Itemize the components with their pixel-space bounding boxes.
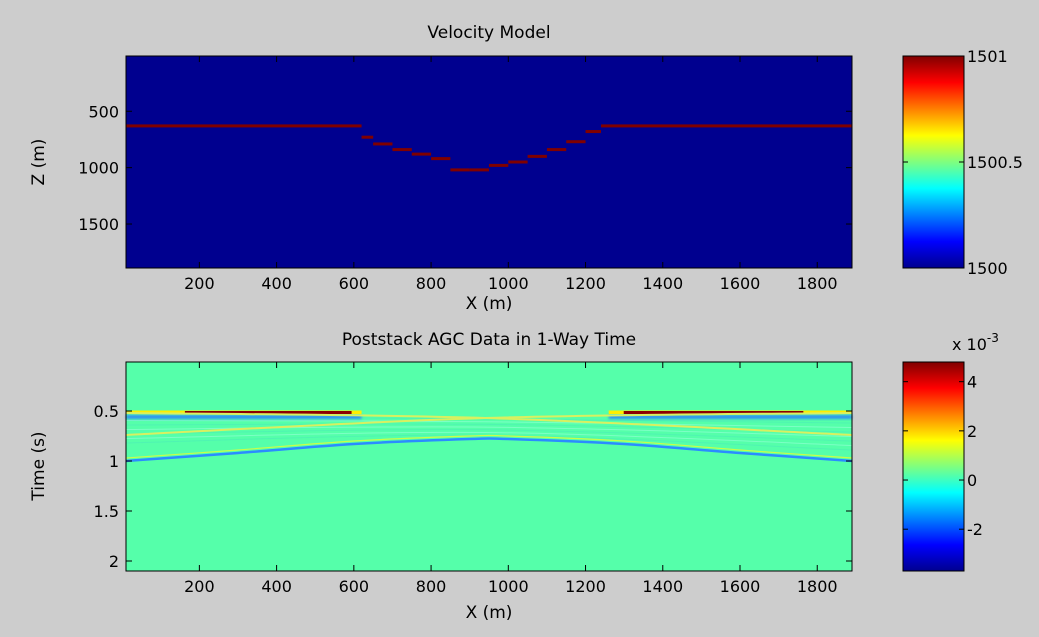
x-tick-label: 1000 <box>488 577 529 596</box>
x-tick-label: 200 <box>184 577 215 596</box>
y-tick-label: 1.5 <box>94 502 119 521</box>
y-tick-label: 500 <box>88 102 119 121</box>
x-tick-label: 400 <box>261 577 292 596</box>
reflector-layer <box>126 124 852 172</box>
event-trough <box>608 415 852 419</box>
reflector-segment <box>600 124 852 128</box>
colorbar-exponent-power: -3 <box>987 331 999 345</box>
reflector-segment <box>126 124 362 128</box>
plot-frame <box>125 55 853 269</box>
reflector-segment <box>431 157 451 161</box>
event-max <box>623 411 804 414</box>
x-tick-label: 800 <box>416 577 447 596</box>
reflector-segment <box>489 163 509 167</box>
colorbar-tick-label: 1500.5 <box>967 153 1023 172</box>
reflector-segment <box>585 130 601 134</box>
x-tick-label: 1600 <box>720 577 761 596</box>
plot-area <box>126 56 852 268</box>
chart-title: Velocity Model <box>427 23 550 43</box>
diffraction-fan-line <box>125 420 853 428</box>
y-tick-labels: 500 1000 1500 <box>78 102 852 234</box>
y-tick-labels: 0.5 1 1.5 2 <box>94 402 852 571</box>
colorbar <box>902 55 965 269</box>
plot-frame <box>125 361 853 572</box>
reflector-segment <box>411 152 432 156</box>
reflector-segment <box>373 142 393 146</box>
x-tick-labels: 200 400 600 800 1000 1200 1400 1600 1800 <box>184 362 838 596</box>
diffraction-fan-line <box>125 426 853 437</box>
x-axis-label: X (m) <box>466 603 513 623</box>
y-tick-label: 1 <box>109 452 119 471</box>
x-tick-label: 600 <box>339 274 370 293</box>
reflector-segment <box>392 148 412 152</box>
y-tick-label: 2 <box>109 552 119 571</box>
colorbar-tick-label: 1500 <box>967 259 1008 278</box>
x-tick-label: 800 <box>416 274 447 293</box>
x-tick-label: 400 <box>261 274 292 293</box>
x-tick-label: 1400 <box>642 577 683 596</box>
reflector-segment <box>508 160 528 164</box>
colorbar-exponent-base: x 10 <box>952 335 987 354</box>
chart-title: Poststack AGC Data in 1-Way Time <box>342 330 636 350</box>
reflector-segment <box>546 148 567 152</box>
y-tick-label: 0.5 <box>94 402 119 421</box>
event-max <box>184 411 352 414</box>
velocity-model-subplot: Velocity Model 200 400 600 800 1000 1200 1400 1… <box>29 23 1023 314</box>
colorbar-tick-label: -2 <box>967 520 983 539</box>
x-tick-label: 1200 <box>565 577 606 596</box>
reflector-segment <box>469 168 489 172</box>
colorbar-tick-label: 2 <box>967 422 977 441</box>
y-tick-label: 1000 <box>78 159 119 178</box>
poststack-agc-subplot: Poststack AGC Data in 1-Way Time 200 400 6… <box>29 330 999 623</box>
colorbar-exponent-label: x 10-3 <box>952 331 999 354</box>
diffraction-fan-line <box>125 429 853 442</box>
colorbar-tick-labels: -2 0 2 4 <box>903 373 983 539</box>
x-tick-label: 1200 <box>565 274 606 293</box>
x-axis-label: X (m) <box>466 294 513 314</box>
diffraction-fan-line <box>125 431 853 446</box>
y-tick-label: 1500 <box>78 215 119 234</box>
x-tick-label: 1000 <box>488 274 529 293</box>
x-tick-label: 1400 <box>642 274 683 293</box>
x-tick-label: 1600 <box>720 274 761 293</box>
reflector-segment <box>527 154 547 158</box>
colorbar-tick-label: 1501 <box>967 47 1008 66</box>
x-tick-label: 1800 <box>797 577 838 596</box>
x-tick-label: 200 <box>184 274 215 293</box>
reflector-segment <box>450 168 470 172</box>
seismic-events-layer <box>125 410 853 463</box>
x-tick-label: 1800 <box>797 274 838 293</box>
event-syncline <box>125 437 853 463</box>
event-trough <box>126 415 362 419</box>
colorbar-tick-label: 0 <box>967 471 977 490</box>
colorbar-tick-label: 4 <box>967 373 977 392</box>
y-axis-label: Z (m) <box>29 139 49 186</box>
plot-area <box>126 362 852 571</box>
x-tick-label: 600 <box>339 577 370 596</box>
x-tick-labels: 200 400 600 800 1000 1200 1400 1600 1800 <box>184 56 838 293</box>
colorbar <box>902 361 965 572</box>
y-axis-label: Time (s) <box>29 431 49 501</box>
reflector-segment <box>361 135 374 139</box>
event-syncline-sidelobe <box>125 434 853 459</box>
event-limb <box>125 412 853 436</box>
colorbar-tick-labels: 1500 1500.5 1501 <box>903 47 1023 278</box>
reflector-segment <box>566 140 586 144</box>
